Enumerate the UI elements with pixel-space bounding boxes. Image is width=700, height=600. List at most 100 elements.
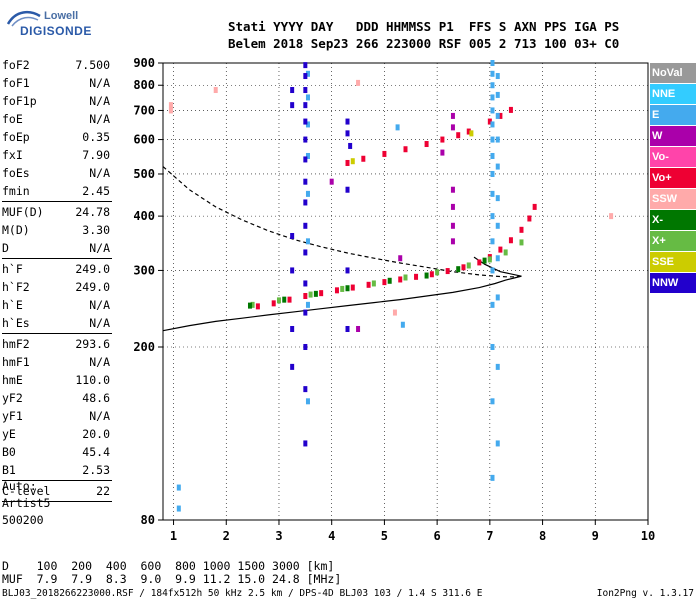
data-point-e [305, 398, 310, 405]
param-value: N/A [89, 298, 110, 312]
data-point-nnw [303, 343, 308, 350]
param-value: 22 [96, 484, 110, 498]
y-tick-label: 300 [133, 263, 155, 277]
header-line1: Stati YYYY DAY DDD HHMMSS P1 FFS S AXN P… [228, 19, 620, 34]
data-point-x [340, 285, 345, 292]
auto-label: Auto: [2, 479, 37, 493]
dashed-profile-line [162, 166, 522, 278]
param-row: foEs N/A [2, 164, 112, 182]
data-point-e [495, 195, 500, 202]
legend-item-e: E [650, 105, 696, 125]
param-value: N/A [89, 76, 110, 90]
data-point-e [495, 136, 500, 143]
data-point-ssw [356, 79, 361, 86]
data-point-nnw [303, 280, 308, 287]
data-point-e [395, 124, 400, 131]
legend-item-vo-: Vo- [650, 147, 696, 167]
data-point-e [305, 152, 310, 159]
legend-item-sse: SSE [650, 252, 696, 272]
autoscaling-info: Auto: Artist5 500200 [2, 478, 50, 529]
data-point-e [490, 213, 495, 220]
data-point-x [456, 266, 461, 273]
data-point-w [440, 149, 445, 156]
param-key: C-level [2, 484, 51, 498]
data-point-nnw [303, 309, 308, 316]
data-point-w [329, 178, 334, 185]
y-tick-label: 600 [133, 133, 155, 147]
data-point-ssw [168, 102, 173, 109]
data-point-x [282, 296, 287, 303]
param-row: B0 45.4 [2, 443, 112, 461]
param-key: D [2, 241, 9, 255]
data-point-e [305, 121, 310, 128]
param-row: h`E N/A [2, 296, 112, 314]
param-value: 0.35 [82, 130, 110, 144]
data-point-vo [508, 106, 513, 113]
param-value: N/A [89, 316, 110, 330]
solid-profile-line [162, 275, 522, 332]
param-value: 48.6 [82, 391, 110, 405]
data-point-vo [319, 290, 324, 297]
param-row: C-level 22 [2, 482, 112, 500]
logo-line2: DIGISONDE [20, 24, 92, 38]
param-key: B1 [2, 463, 16, 477]
legend-item-x-: X+ [650, 231, 696, 251]
data-point-w [450, 222, 455, 229]
legend-item-ssw: SSW [650, 189, 696, 209]
data-point-e [490, 170, 495, 177]
param-row: foE N/A [2, 110, 112, 128]
data-point-vo [366, 281, 371, 288]
data-point-e [176, 505, 181, 512]
data-point-nnw [303, 199, 308, 206]
param-value: N/A [89, 241, 110, 255]
data-point-ssw [609, 213, 614, 220]
data-point-vo [440, 136, 445, 143]
data-point-x [247, 302, 252, 309]
param-row: hmE 110.0 [2, 371, 112, 389]
param-row: foF1 N/A [2, 74, 112, 92]
data-point-nnw [290, 233, 295, 240]
param-value: N/A [89, 166, 110, 180]
data-point-sse [350, 158, 355, 165]
data-point-e [490, 190, 495, 197]
data-point-vo [382, 150, 387, 157]
param-value: 24.78 [75, 205, 110, 219]
param-key: h`E [2, 298, 23, 312]
data-point-nnw [303, 73, 308, 80]
data-point-vo [414, 273, 419, 280]
y-tick-label: 700 [133, 103, 155, 117]
x-tick-label: 1 [170, 529, 177, 543]
logo-swoosh-icon [6, 10, 41, 27]
data-point-vo [466, 128, 471, 135]
data-point-nnw [290, 363, 295, 370]
y-tick-label: 500 [133, 167, 155, 181]
data-point-w [450, 186, 455, 193]
data-point-sse [469, 130, 474, 137]
x-tick-label: 5 [381, 529, 388, 543]
x-tick-label: 6 [434, 529, 441, 543]
data-point-w [356, 325, 361, 332]
data-point-e [495, 294, 500, 301]
data-point-e [495, 91, 500, 98]
param-value: 110.0 [75, 373, 110, 387]
data-point-x [482, 257, 487, 264]
param-key: h`F2 [2, 280, 30, 294]
data-point-vo [398, 276, 403, 283]
x-tick-label: 4 [328, 529, 335, 543]
data-point-x [276, 297, 281, 304]
data-point-e [490, 152, 495, 159]
param-value: N/A [89, 112, 110, 126]
data-point-nnw [303, 178, 308, 185]
digisonde-logo: Lowell DIGISONDE [4, 6, 91, 42]
param-key: foEs [2, 166, 30, 180]
legend-item-x-: X- [650, 210, 696, 230]
data-point-e [495, 255, 500, 262]
data-point-vo [461, 264, 466, 271]
data-point-vo [498, 246, 503, 253]
data-point-vo [429, 271, 434, 278]
param-value: 249.0 [75, 262, 110, 276]
param-separator [2, 333, 112, 334]
param-key: yF2 [2, 391, 23, 405]
param-value: 45.4 [82, 445, 110, 459]
